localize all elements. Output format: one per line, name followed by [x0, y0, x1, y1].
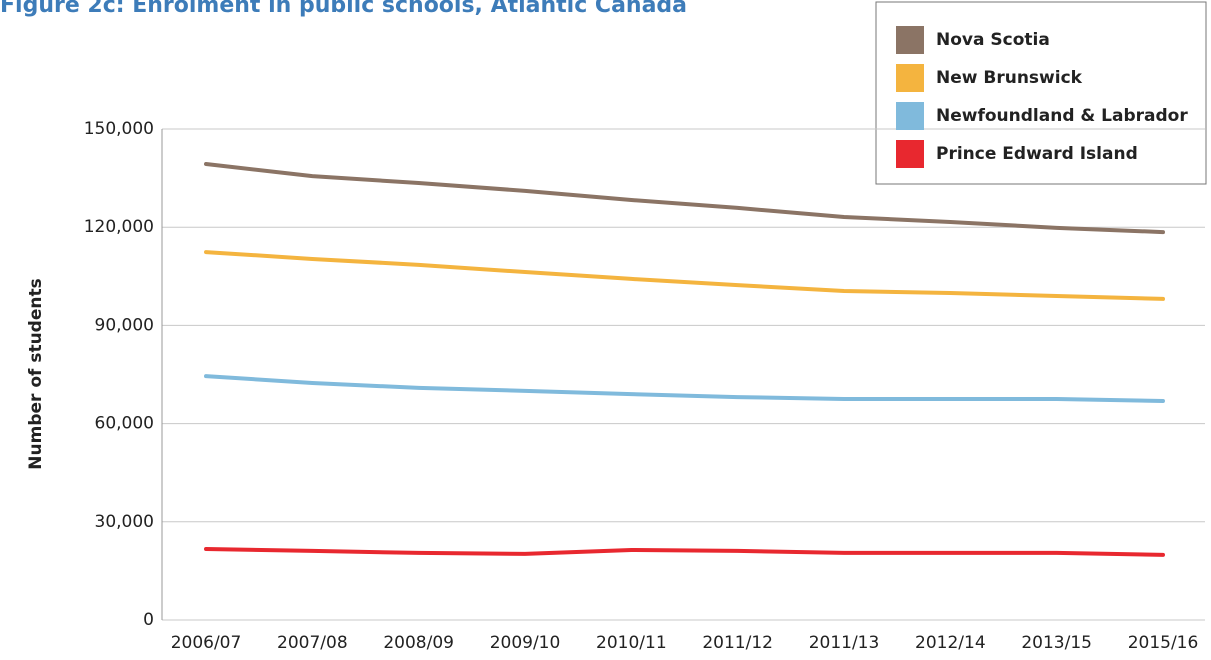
legend-swatch: [896, 64, 924, 92]
legend-label: Prince Edward Island: [936, 144, 1138, 164]
legend-box: [875, 1, 1207, 185]
y-tick-label: 90,000: [95, 315, 154, 335]
chart-title: Figure 2c: Enrolment in public schools, …: [0, 0, 687, 18]
y-tick-label: 150,000: [84, 119, 154, 139]
legend-label: Nova Scotia: [936, 30, 1050, 50]
y-axis-label: Number of students: [26, 278, 46, 469]
x-tick-label: 2008/09: [383, 633, 454, 653]
legend-swatch: [896, 140, 924, 168]
y-tick-label: 120,000: [84, 217, 154, 237]
x-tick-label: 2006/07: [171, 633, 242, 653]
x-tick-label: 2011/13: [809, 633, 880, 653]
y-tick-label: 30,000: [95, 512, 154, 532]
x-tick-label: 2007/08: [277, 633, 348, 653]
series-line: [204, 250, 1165, 301]
y-tick-label: 0: [143, 610, 154, 630]
legend-swatch: [896, 26, 924, 54]
series-line: [204, 374, 1165, 404]
x-tick-label: 2011/12: [702, 633, 773, 653]
x-tick-label: 2010/11: [596, 633, 667, 653]
y-tick-label: 60,000: [95, 414, 154, 434]
x-tick-label: 2009/10: [490, 633, 561, 653]
legend-label: New Brunswick: [936, 68, 1083, 88]
x-tick-label: 2012/14: [915, 633, 986, 653]
legend-label: Newfoundland & Labrador: [936, 106, 1188, 126]
x-tick-label: 2013/15: [1021, 633, 1092, 653]
x-tick-label: 2015/16: [1128, 633, 1199, 653]
legend-swatch: [896, 102, 924, 130]
series-line: [204, 546, 1165, 557]
series-line: [204, 162, 1165, 235]
